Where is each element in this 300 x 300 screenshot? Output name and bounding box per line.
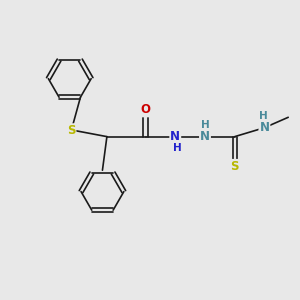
Text: S: S bbox=[67, 124, 76, 137]
Text: H: H bbox=[173, 143, 182, 153]
Text: S: S bbox=[230, 160, 239, 173]
Text: N: N bbox=[260, 121, 269, 134]
Text: H: H bbox=[260, 111, 268, 122]
Text: H: H bbox=[201, 120, 209, 130]
Text: O: O bbox=[140, 103, 151, 116]
Text: N: N bbox=[170, 130, 180, 143]
Text: N: N bbox=[200, 130, 210, 143]
